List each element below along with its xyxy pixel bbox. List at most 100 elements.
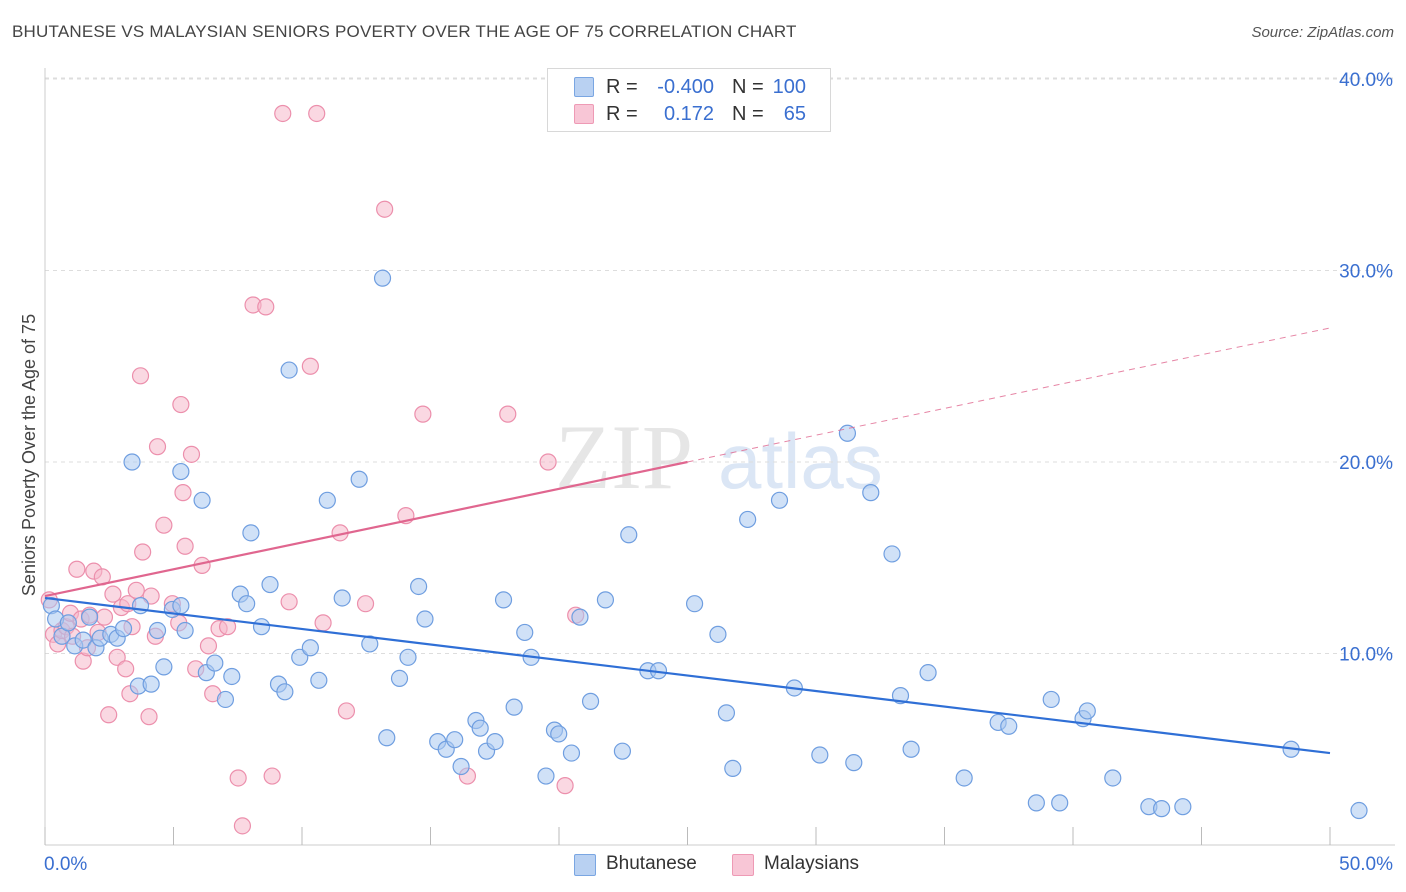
bhutanese-point: [172, 462, 190, 481]
malaysians-point: [182, 445, 201, 463]
malaysians-point: [218, 618, 237, 636]
bhutanese-point: [176, 621, 194, 640]
bhutanese-point: [261, 575, 279, 594]
bhutanese-point: [486, 732, 504, 751]
bhutanese-point: [955, 769, 973, 787]
malaysians-point: [257, 298, 275, 316]
bhutanese-point: [709, 625, 727, 643]
bhutanese-point: [862, 484, 880, 502]
bhutanese-point: [1350, 801, 1368, 820]
axis-labels: 10.0% 20.0% 30.0% 40.0% 0.0% 50.0% Seniors Pov…: [19, 70, 1393, 875]
y-tick-label: 20.0%: [1339, 453, 1393, 474]
malaysians-point: [100, 706, 118, 724]
bhutanese-point: [410, 577, 428, 596]
bhutanese-point: [452, 757, 470, 776]
bhutanese-point: [193, 491, 211, 509]
bhutanese-point: [811, 746, 829, 764]
malaysians-point: [127, 581, 145, 599]
malaysians-point: [263, 767, 281, 785]
bhutanese-point: [399, 648, 417, 666]
bhutanese-point: [1042, 690, 1060, 709]
y-tick-label: 40.0%: [1339, 70, 1393, 91]
trend-lines: [44, 327, 1331, 755]
bhutanese-point: [620, 526, 638, 544]
bhutanese-point: [238, 595, 256, 613]
y-tick-label: 30.0%: [1339, 262, 1393, 283]
bhutanese-point: [446, 731, 464, 749]
bhutanese-point: [148, 621, 167, 640]
malaysians-point: [140, 708, 158, 726]
bhutanese-trend-line: [44, 596, 1331, 755]
bhutanese-point: [59, 614, 77, 632]
malaysians-point: [376, 200, 394, 218]
legend-r-value: 0.172: [663, 103, 714, 125]
bhutanese-point: [318, 491, 336, 509]
bhutanese-point: [1051, 794, 1069, 812]
axes: [44, 68, 1395, 846]
bhutanese-point: [685, 595, 704, 613]
bhutanese-point: [883, 545, 901, 563]
bhutanese-point: [516, 623, 534, 642]
x-tick-label: 50.0%: [1339, 854, 1393, 875]
bhutanese-point: [581, 692, 600, 710]
malaysians-point: [539, 453, 557, 471]
bhutanese-point: [494, 591, 513, 609]
bottom-legend-swatch-pink: [732, 854, 754, 876]
bhutanese-point: [1104, 769, 1122, 787]
bhutanese-points: [42, 269, 1368, 820]
malaysians-point: [131, 367, 150, 385]
malaysians-point: [142, 587, 160, 605]
malaysians-point: [414, 405, 432, 423]
malaysians-point: [108, 648, 126, 666]
chart-source: Source: ZipAtlas.com: [1251, 24, 1394, 41]
gridlines: [45, 77, 1395, 654]
malaysians-point: [301, 357, 319, 375]
bhutanese-point: [717, 704, 736, 722]
bhutanese-point: [770, 491, 789, 509]
bhutanese-point: [724, 759, 742, 778]
bhutanese-point: [373, 269, 392, 287]
bhutanese-point: [216, 690, 235, 709]
malaysians-point: [68, 560, 86, 578]
malaysians-point: [499, 405, 517, 423]
chart-title: BHUTANESE VS MALAYSIAN SENIORS POVERTY O…: [12, 22, 797, 41]
bhutanese-point: [550, 725, 568, 743]
bottom-legend-label: Malaysians: [764, 853, 860, 874]
bhutanese-point: [537, 767, 555, 785]
legend-r-label: R =: [606, 76, 638, 98]
bottom-legend-swatch-blue: [574, 854, 596, 876]
malaysians-point: [95, 608, 114, 626]
malaysians-point: [556, 777, 574, 795]
bhutanese-point: [74, 631, 92, 649]
bhutanese-point: [114, 620, 133, 638]
legend-r-label: R =: [606, 103, 638, 125]
malaysians-point: [314, 614, 332, 632]
malaysians-point: [337, 702, 356, 720]
bhutanese-point: [280, 361, 298, 379]
malaysians-point: [229, 769, 247, 787]
legend-swatch-pink: [574, 104, 594, 124]
bhutanese-point: [301, 639, 319, 657]
bhutanese-point: [155, 658, 173, 676]
malaysians-point: [233, 817, 252, 835]
bhutanese-point: [223, 667, 241, 686]
bhutanese-point: [276, 683, 294, 701]
malaysians-point: [356, 595, 375, 613]
malaysians-point: [134, 543, 152, 561]
bhutanese-point: [919, 664, 937, 682]
legend-n-value: 65: [783, 103, 806, 125]
watermark-zip: ZIP: [555, 406, 693, 508]
x-tick-label: 0.0%: [44, 854, 87, 875]
bhutanese-point: [571, 608, 589, 626]
bhutanese-point: [613, 742, 632, 760]
bhutanese-point: [142, 675, 160, 693]
bhutanese-point: [1027, 794, 1045, 812]
bhutanese-point: [172, 597, 190, 615]
bhutanese-point: [1153, 800, 1171, 818]
bhutanese-point: [902, 740, 920, 758]
malaysians-point: [199, 637, 218, 655]
bhutanese-point: [1078, 702, 1096, 720]
bottom-legend-label: Bhutanese: [606, 853, 697, 874]
malaysians-points: [40, 104, 585, 835]
